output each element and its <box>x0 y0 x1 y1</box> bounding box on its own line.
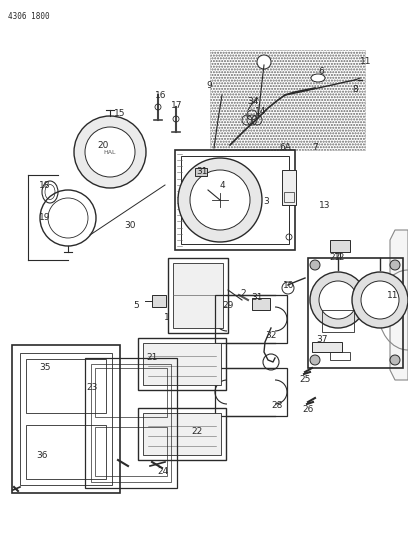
Text: 5: 5 <box>133 301 139 310</box>
Bar <box>330 352 350 360</box>
Circle shape <box>190 170 250 230</box>
Text: 3: 3 <box>263 198 269 206</box>
Bar <box>215 295 287 343</box>
Bar <box>173 263 223 328</box>
Text: 17: 17 <box>171 101 183 109</box>
Bar <box>12 345 120 493</box>
Circle shape <box>85 127 135 177</box>
Bar <box>85 358 177 488</box>
Text: 25: 25 <box>299 376 310 384</box>
Text: 19: 19 <box>39 214 51 222</box>
Text: 32: 32 <box>265 330 277 340</box>
Circle shape <box>390 355 400 365</box>
Circle shape <box>310 260 320 270</box>
Bar <box>26 425 106 479</box>
Bar <box>195 168 207 176</box>
Text: 23: 23 <box>86 384 98 392</box>
Text: 13: 13 <box>319 200 331 209</box>
Bar <box>26 359 106 413</box>
Text: 14: 14 <box>255 108 267 117</box>
Text: 15: 15 <box>114 109 126 117</box>
Text: 1: 1 <box>164 313 170 322</box>
Text: 9: 9 <box>206 80 212 90</box>
Circle shape <box>361 281 399 319</box>
Text: 22: 22 <box>191 427 203 437</box>
Circle shape <box>310 272 366 328</box>
Text: 20: 20 <box>98 141 109 149</box>
Bar <box>95 427 167 476</box>
Bar <box>181 156 289 244</box>
Text: 31: 31 <box>251 294 263 303</box>
Polygon shape <box>390 230 408 380</box>
Text: 8: 8 <box>352 85 358 94</box>
Bar <box>138 408 226 460</box>
Bar <box>143 343 221 385</box>
Bar <box>284 192 294 202</box>
Bar <box>282 170 296 205</box>
Text: 10: 10 <box>283 280 295 289</box>
Text: HAL: HAL <box>104 149 116 155</box>
Circle shape <box>390 260 400 270</box>
Circle shape <box>74 116 146 188</box>
Bar <box>91 364 171 482</box>
Text: 4: 4 <box>219 181 225 190</box>
Circle shape <box>178 158 262 242</box>
Text: 37: 37 <box>316 335 328 344</box>
Text: 27: 27 <box>329 254 341 262</box>
Bar <box>168 258 228 333</box>
Circle shape <box>319 281 357 319</box>
Bar <box>210 50 365 150</box>
Circle shape <box>310 355 320 365</box>
Bar <box>152 295 166 307</box>
Circle shape <box>257 55 271 69</box>
Text: 6: 6 <box>318 68 324 77</box>
Bar <box>20 353 112 485</box>
Text: 36: 36 <box>36 450 48 459</box>
Text: 11: 11 <box>360 58 372 67</box>
Text: 31: 31 <box>196 167 208 176</box>
Text: 6A: 6A <box>279 143 291 152</box>
Text: 11: 11 <box>387 290 399 300</box>
Text: 12: 12 <box>334 254 346 262</box>
Bar <box>308 258 403 368</box>
Text: 21: 21 <box>146 353 157 362</box>
Bar <box>138 338 226 390</box>
Text: 26: 26 <box>302 406 314 415</box>
Text: 4306 1800: 4306 1800 <box>8 12 50 21</box>
Text: 18: 18 <box>39 181 51 190</box>
Bar <box>95 368 167 417</box>
Circle shape <box>352 272 408 328</box>
Ellipse shape <box>311 74 325 82</box>
Text: 16: 16 <box>155 91 167 100</box>
Bar <box>330 240 350 252</box>
Text: 28: 28 <box>271 400 283 409</box>
Text: 35: 35 <box>39 364 51 373</box>
Text: 24: 24 <box>157 467 169 477</box>
Text: 34: 34 <box>247 98 259 107</box>
Bar <box>322 310 354 332</box>
Text: 7: 7 <box>312 143 318 152</box>
Text: 30: 30 <box>124 221 136 230</box>
Text: 2: 2 <box>240 289 246 298</box>
Bar <box>215 368 287 416</box>
Text: 29: 29 <box>222 301 234 310</box>
Bar <box>175 150 295 250</box>
Bar <box>143 413 221 455</box>
Bar <box>252 298 270 310</box>
Bar <box>312 342 342 352</box>
